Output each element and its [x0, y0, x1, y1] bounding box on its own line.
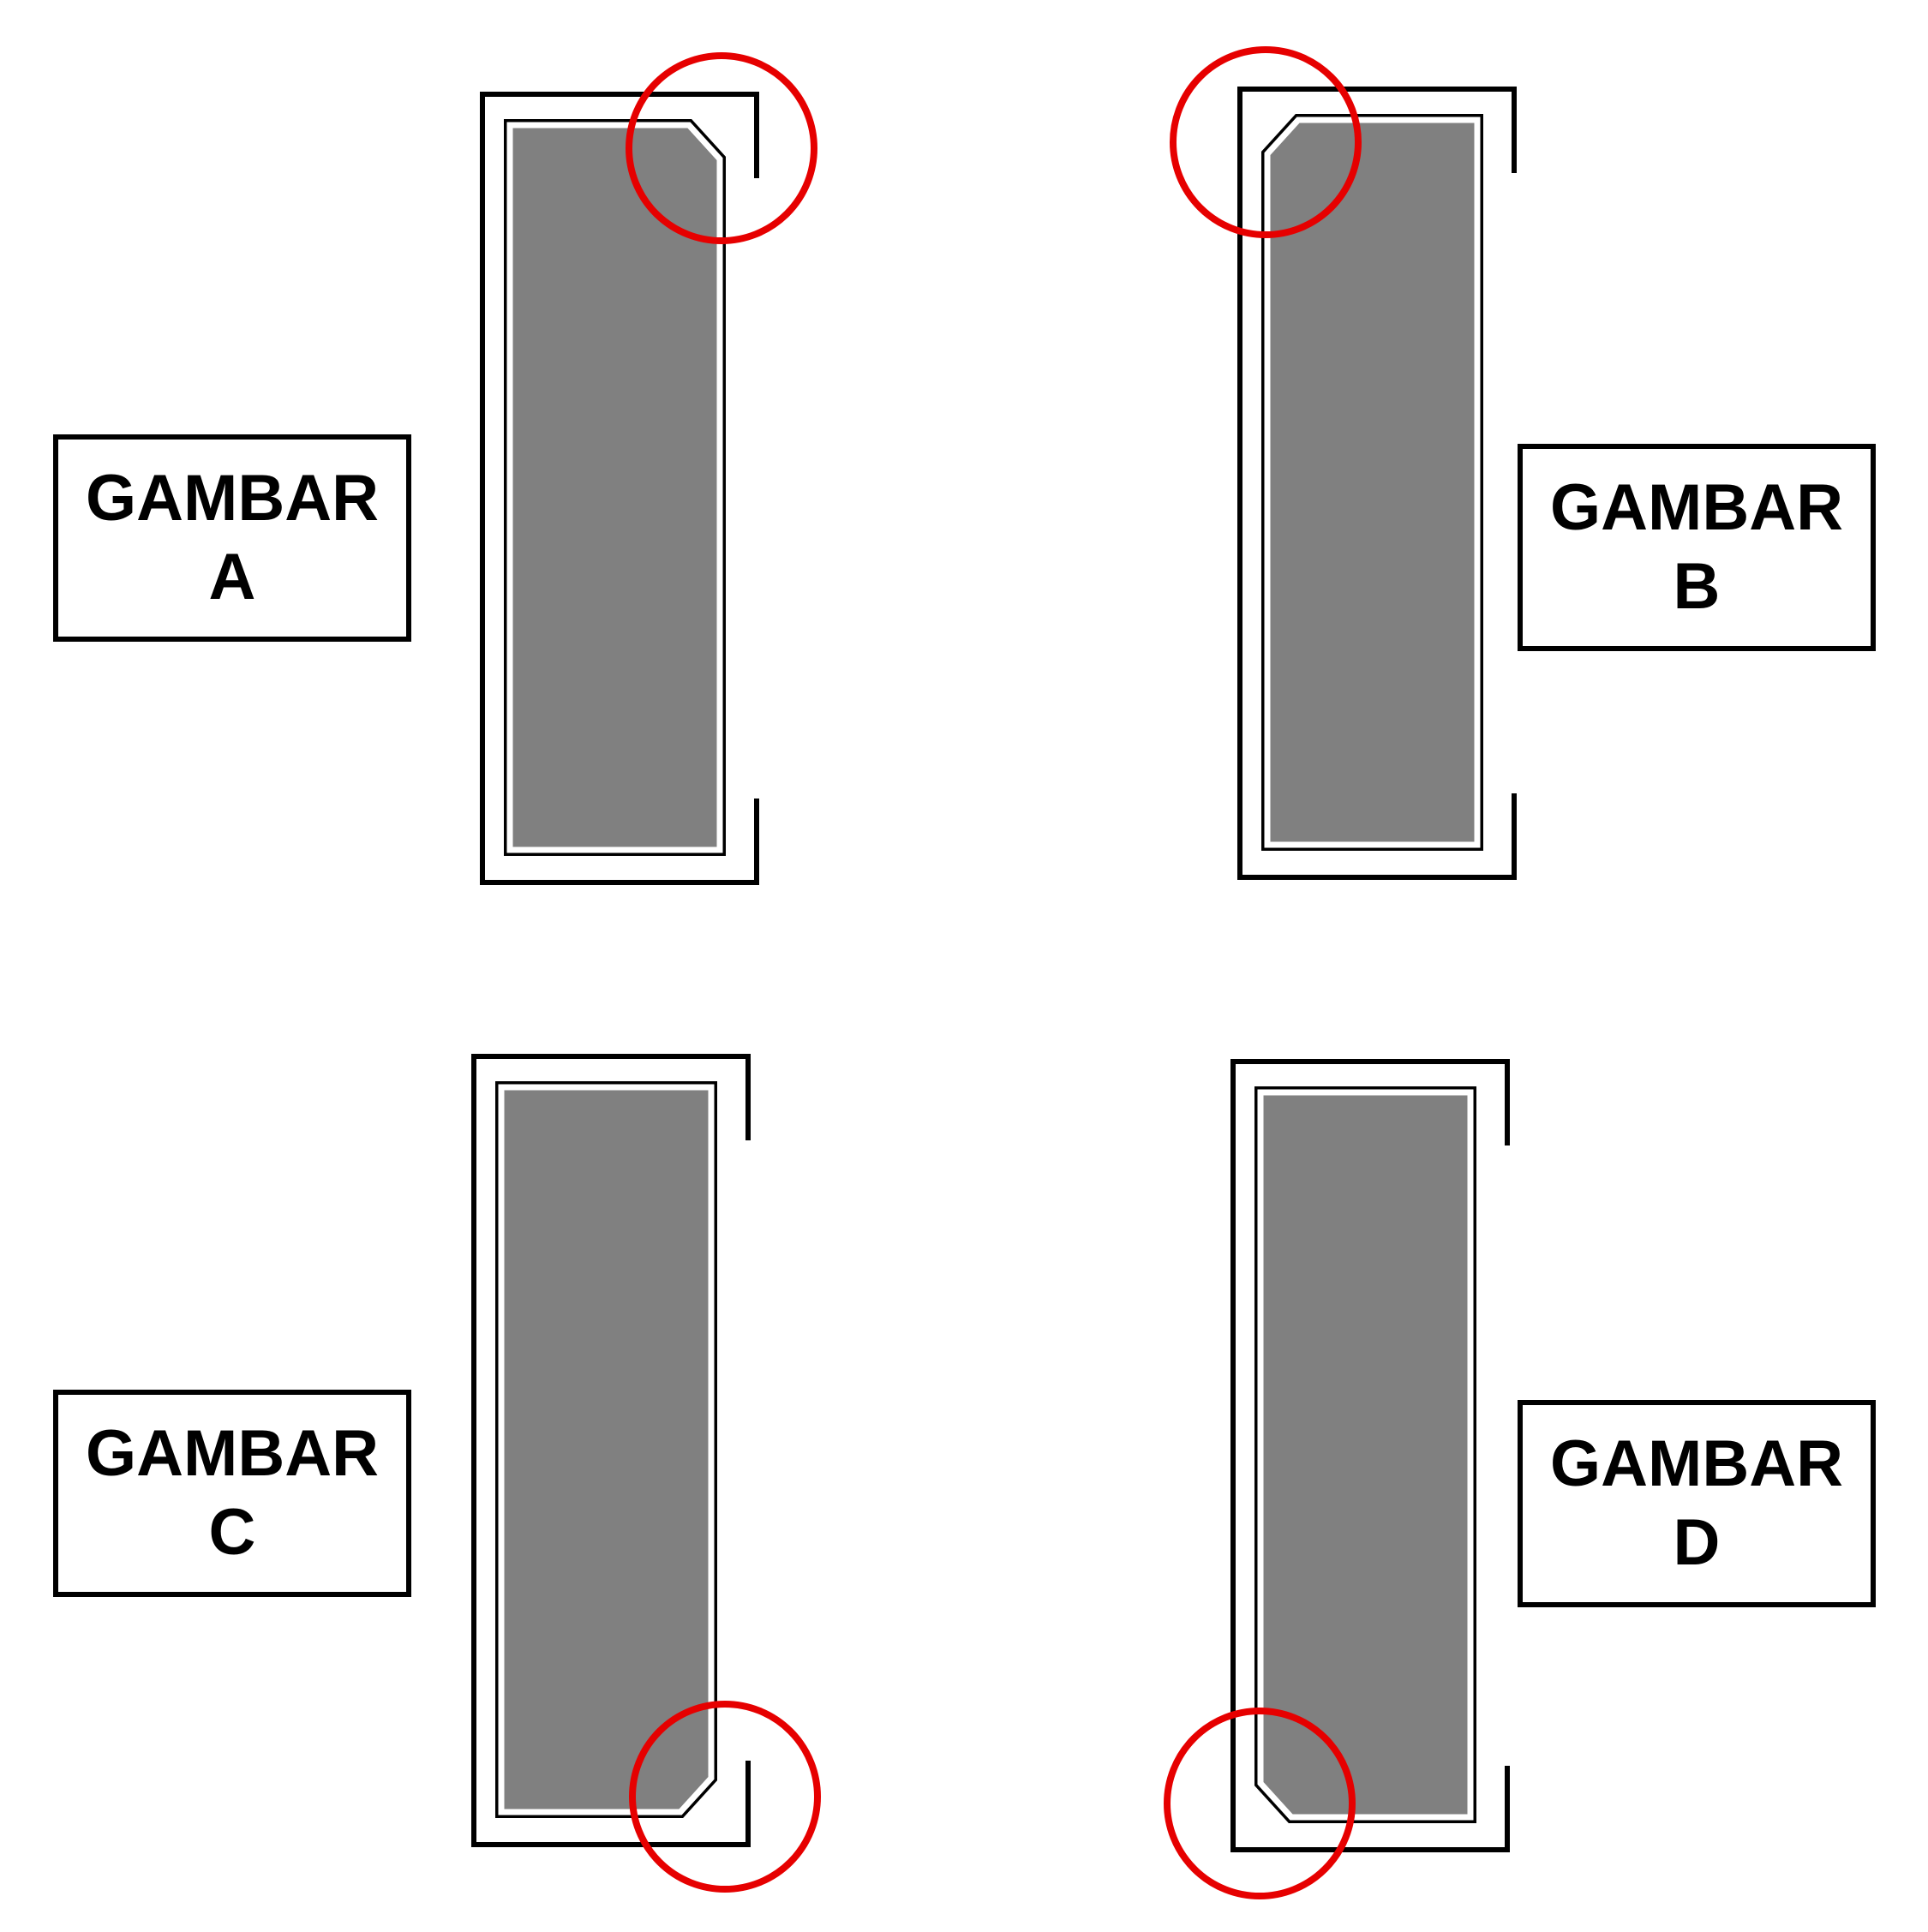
label-box-gambar-a: GAMBAR A: [53, 434, 411, 642]
label-box-gambar-d: GAMBAR D: [1518, 1400, 1876, 1607]
highlight-circle-d: [1164, 1708, 1356, 1899]
label-word-d: GAMBAR: [1550, 1427, 1843, 1500]
label-box-gambar-c: GAMBAR C: [53, 1390, 411, 1597]
label-word-a: GAMBAR: [86, 462, 379, 535]
label-letter-b: B: [1673, 550, 1721, 623]
card-body-b: [1264, 117, 1481, 848]
card-body-d: [1257, 1089, 1474, 1821]
label-word-b: GAMBAR: [1550, 471, 1843, 544]
card-body-c: [498, 1084, 715, 1815]
label-box-gambar-b: GAMBAR B: [1518, 444, 1876, 651]
label-letter-c: C: [208, 1496, 256, 1569]
label-word-c: GAMBAR: [86, 1417, 379, 1490]
slot-frame-c: [471, 1054, 751, 1847]
slot-frame-d: [1230, 1059, 1510, 1852]
highlight-circle-a: [626, 52, 817, 244]
slot-frame-b: [1237, 87, 1517, 880]
card-body-a: [506, 122, 723, 853]
highlight-circle-b: [1170, 46, 1362, 238]
slot-frame-a: [480, 92, 759, 885]
label-letter-d: D: [1673, 1506, 1721, 1579]
highlight-circle-c: [629, 1701, 821, 1893]
label-letter-a: A: [208, 541, 256, 613]
